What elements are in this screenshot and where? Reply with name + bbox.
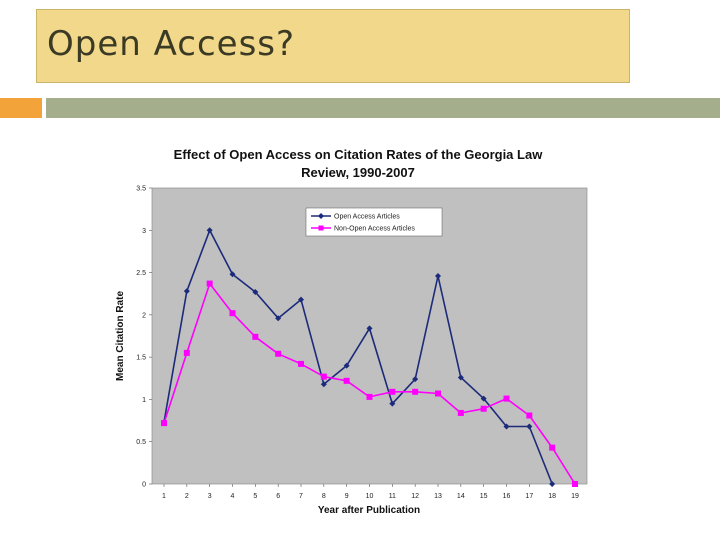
x-tick-label: 5 [253, 493, 257, 500]
x-tick-label: 10 [366, 493, 374, 500]
legend-box [305, 207, 443, 237]
x-tick-label: 18 [548, 493, 556, 500]
x-tick-label: 1 [162, 493, 166, 500]
data-point-non-open-access [549, 444, 556, 451]
y-tick-label: 1.5 [136, 355, 146, 362]
x-tick-label: 2 [185, 493, 189, 500]
y-tick-label: 1 [142, 397, 146, 404]
legend-swatch-marker-open-access [318, 213, 324, 219]
data-point-non-open-access [389, 388, 396, 395]
x-axis-title: Year after Publication [318, 505, 420, 516]
slide-title: Open Access? [47, 24, 296, 64]
data-point-open-access [412, 376, 419, 383]
bar-gap [42, 98, 46, 118]
data-point-non-open-access [366, 393, 373, 400]
x-tick-label: 8 [322, 493, 326, 500]
data-point-open-access [183, 288, 190, 295]
data-point-open-access [206, 227, 213, 234]
data-point-non-open-access [183, 349, 190, 356]
x-tick-label: 17 [525, 493, 533, 500]
line-chart: Effect of Open Access on Citation Rates … [115, 147, 588, 516]
x-tick-label: 7 [299, 493, 303, 500]
data-point-non-open-access [412, 388, 419, 395]
chart-title-line-2: Review, 1990-2007 [301, 165, 415, 180]
legend-label-non-open-access: Non-Open Access Articles [334, 226, 415, 233]
chart-title-line-1: Effect of Open Access on Citation Rates … [174, 147, 544, 162]
data-point-open-access [298, 296, 304, 303]
data-point-open-access [229, 271, 236, 278]
x-tick-label: 9 [345, 493, 349, 500]
x-tick-label: 14 [457, 493, 465, 500]
plot-area [151, 187, 588, 485]
data-point-non-open-access [252, 333, 259, 340]
data-point-non-open-access [229, 310, 236, 317]
series-layer [161, 227, 578, 487]
data-point-non-open-access [343, 377, 350, 384]
data-point-open-access [549, 481, 556, 487]
y-tick-label: 2 [142, 312, 146, 319]
accent-bar [0, 98, 42, 118]
data-point-non-open-access [320, 373, 327, 380]
data-point-non-open-access [457, 409, 464, 416]
data-point-non-open-access [275, 350, 282, 357]
y-tick-label: 3.5 [136, 186, 146, 193]
x-axis: 1 2 3 4 5 6 7 8 9 10 11 12 13 14 15 16 17 18 19 [162, 484, 579, 500]
x-tick-label: 19 [571, 493, 579, 500]
x-tick-label: 16 [503, 493, 511, 500]
data-point-non-open-access [298, 360, 304, 367]
data-point-non-open-access [435, 390, 441, 397]
data-point-non-open-access [572, 481, 578, 487]
x-tick-label: 12 [411, 493, 419, 500]
data-point-open-access [320, 381, 327, 388]
data-point-non-open-access [480, 405, 487, 412]
y-tick-label: 2.5 [136, 270, 146, 277]
data-point-open-access [435, 272, 441, 279]
y-tick-label: 0.5 [136, 439, 146, 446]
data-point-open-access [343, 362, 350, 369]
x-tick-label: 3 [208, 493, 212, 500]
x-tick-label: 11 [389, 493, 396, 500]
legend-label-open-access: Open Access Articles [334, 214, 400, 221]
x-tick-label: 6 [276, 493, 280, 500]
legend: Open Access Articles Non-Open Access Art… [305, 207, 443, 237]
x-tick-label: 15 [480, 493, 488, 500]
header-rule [46, 98, 720, 118]
x-tick-label: 13 [434, 493, 442, 500]
data-point-open-access [457, 374, 464, 381]
data-point-open-access [503, 423, 510, 430]
data-point-non-open-access [206, 280, 213, 287]
legend-swatch-marker-non-open-access [318, 225, 324, 231]
y-axis: 0 0.5 1 1.5 2 2.5 3 3.5 [136, 186, 152, 489]
series-line-open-access [163, 229, 553, 485]
y-tick-label: 3 [142, 228, 146, 235]
title-box: Open Access? [36, 9, 630, 83]
data-point-non-open-access [503, 395, 510, 402]
data-point-open-access [275, 315, 282, 322]
data-point-open-access [389, 400, 396, 407]
data-point-open-access [366, 325, 373, 332]
data-point-open-access [480, 395, 487, 402]
y-axis-title: Mean Citation Rate [115, 291, 126, 381]
x-tick-label: 4 [231, 493, 235, 500]
data-point-non-open-access [161, 420, 167, 427]
data-point-open-access [252, 289, 259, 296]
data-point-open-access [526, 423, 533, 430]
data-point-non-open-access [526, 412, 533, 419]
y-tick-label: 0 [142, 482, 146, 489]
chart-container: Effect of Open Access on Citation Rates … [100, 140, 620, 520]
